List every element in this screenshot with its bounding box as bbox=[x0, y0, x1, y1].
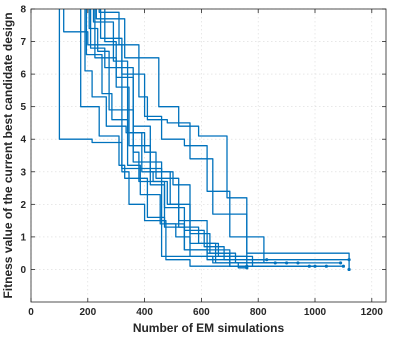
series-line-12 bbox=[99, 9, 341, 264]
series-line-13 bbox=[104, 9, 267, 261]
y-tick-label: 0 bbox=[20, 265, 26, 276]
series-line-7 bbox=[89, 9, 344, 267]
x-tick-label: 0 bbox=[28, 307, 34, 318]
series-end-point-7 bbox=[341, 264, 345, 268]
series-end-point-13 bbox=[265, 258, 269, 262]
y-tick-label: 8 bbox=[20, 5, 26, 16]
x-tick-label: 1000 bbox=[304, 307, 327, 318]
series-end-point-9 bbox=[307, 264, 311, 268]
x-tick-label: 200 bbox=[79, 307, 96, 318]
x-tick-label: 400 bbox=[136, 307, 153, 318]
series-line-5 bbox=[85, 9, 287, 264]
x-tick-label: 1200 bbox=[361, 307, 384, 318]
y-tick-label: 1 bbox=[20, 232, 26, 243]
x-tick-label: 600 bbox=[193, 307, 210, 318]
y-tick-label: 6 bbox=[20, 70, 26, 81]
series-end-point-11 bbox=[347, 267, 351, 272]
series-end-point-12 bbox=[338, 261, 343, 265]
y-tick-label: 5 bbox=[20, 102, 26, 113]
grid bbox=[30, 8, 386, 302]
series-line-10 bbox=[95, 9, 350, 261]
y-tick-label: 2 bbox=[20, 200, 26, 211]
axis-ticks: 0 200 400 600 800 1000 1200 0 1 2 3 4 5 6 7 8 bbox=[20, 5, 386, 318]
series-line-2 bbox=[63, 9, 247, 267]
y-tick-label: 3 bbox=[20, 167, 26, 178]
series-line-3 bbox=[80, 9, 315, 267]
x-axis-label: Number of EM simulations bbox=[133, 321, 285, 335]
series-line-4 bbox=[84, 9, 327, 267]
y-tick-label: 4 bbox=[20, 135, 26, 146]
plot-area-frame bbox=[30, 8, 387, 303]
series-line-11 bbox=[98, 9, 350, 270]
y-tick-label: 7 bbox=[20, 37, 26, 48]
series-group bbox=[58, 9, 351, 272]
y-axis-label: Fitness value of the current best candid… bbox=[1, 12, 15, 298]
x-tick-label: 800 bbox=[250, 307, 267, 318]
